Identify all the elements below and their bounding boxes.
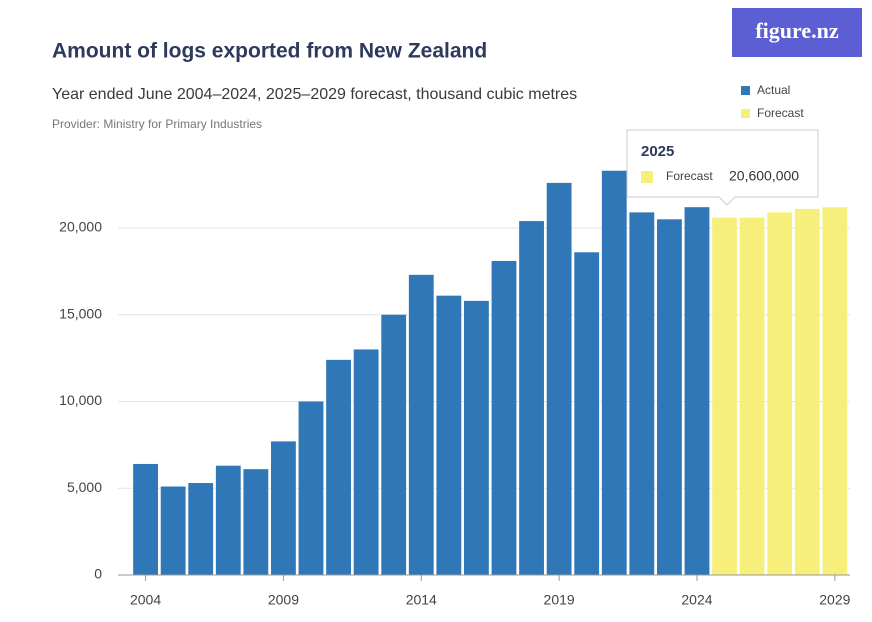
bar — [657, 219, 682, 575]
logo-box[interactable] — [732, 8, 862, 57]
y-tick-label: 0 — [94, 566, 102, 582]
bar — [160, 486, 186, 575]
bar — [767, 212, 793, 575]
bar — [822, 207, 848, 575]
chart-title: Amount of logs exported from New Zealand — [52, 40, 487, 63]
bar — [133, 463, 158, 575]
bar — [215, 465, 241, 575]
bar — [684, 207, 710, 575]
x-tick-label: 2004 — [130, 592, 161, 608]
bar — [326, 359, 351, 575]
chart-subtitle: Year ended June 2004–2024, 2025–2029 for… — [52, 86, 577, 103]
bar — [464, 300, 489, 575]
bar — [739, 217, 765, 575]
legend-swatch — [741, 86, 750, 95]
tooltip-swatch — [641, 171, 653, 183]
y-tick-label: 10,000 — [59, 392, 102, 408]
legend-label: Actual — [757, 83, 790, 97]
bar — [243, 469, 269, 575]
tooltip: 2025 Forecast 20,600,000 — [626, 129, 819, 206]
tooltip-title: 2025 — [641, 143, 674, 160]
bar — [601, 170, 627, 575]
legend-swatch — [741, 109, 750, 118]
bar — [519, 221, 544, 575]
bar — [298, 401, 324, 575]
x-tick-label: 2019 — [544, 592, 575, 608]
plot: 0 5,000 10,000 15,000 20,000 2004 2009 2014 2019… — [59, 170, 851, 608]
tooltip-value: 20,600,000 — [729, 168, 799, 184]
bar — [271, 441, 296, 575]
bar — [436, 295, 462, 575]
bar — [794, 208, 820, 576]
x-tick-label: 2029 — [819, 592, 850, 608]
bar — [712, 217, 737, 575]
bar — [381, 314, 407, 575]
y-tick-label: 15,000 — [59, 305, 102, 321]
tooltip-series: Forecast — [666, 169, 713, 183]
legend-label: Forecast — [757, 106, 804, 120]
provider: Provider: Ministry for Primary Industrie… — [52, 117, 262, 131]
y-tick-label: 20,000 — [59, 219, 102, 235]
bar — [629, 212, 655, 575]
x-tick-label: 2024 — [681, 592, 712, 608]
x-tick-label: 2014 — [406, 592, 437, 608]
bar — [546, 182, 572, 575]
logo[interactable]: figure.nz — [755, 18, 839, 43]
bar — [188, 483, 214, 575]
y-tick-label: 5,000 — [67, 479, 102, 495]
x-tick-label: 2009 — [268, 592, 299, 608]
bar — [408, 274, 434, 575]
bar — [574, 252, 600, 576]
bar — [353, 349, 379, 575]
tooltip-box — [626, 129, 819, 206]
bar — [491, 260, 517, 575]
